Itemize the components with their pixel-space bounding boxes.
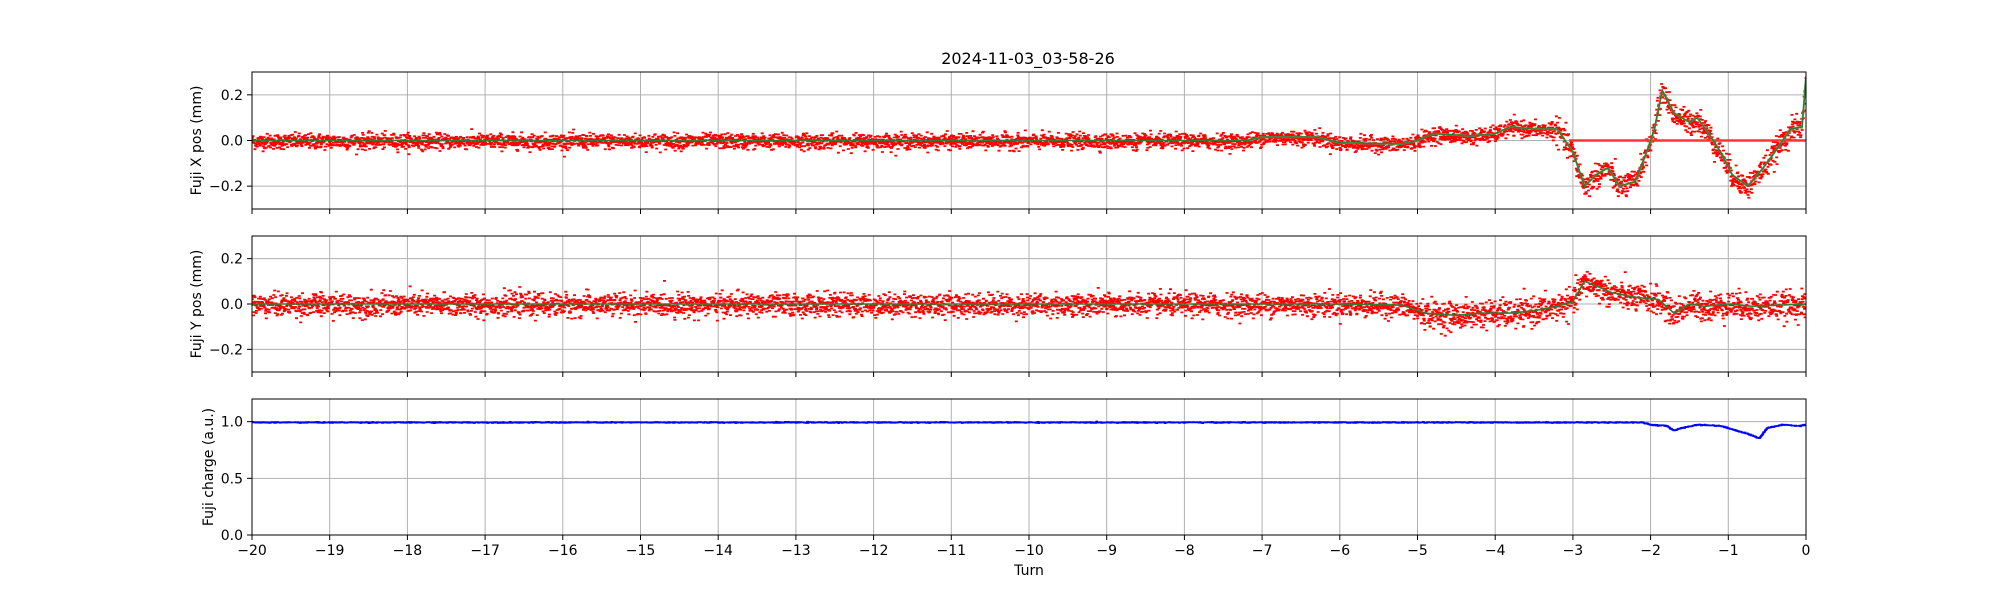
y-pos-plot-area xyxy=(252,270,1806,337)
charge-xtick-label: −4 xyxy=(1485,543,1506,559)
y-pos-panel: −0.2 0.0 0.2 Fuji Y pos (mm) xyxy=(189,235,1807,377)
charge-xtick-label: −12 xyxy=(859,543,889,559)
x-pos-ylabel: Fuji X pos (mm) xyxy=(189,86,205,196)
charge-ytick-label: 0.0 xyxy=(221,528,243,544)
charge-ytick-label: 0.5 xyxy=(221,471,243,487)
charge-plot-area xyxy=(252,420,1806,439)
charge-xtick-label: −9 xyxy=(1096,543,1117,559)
charge-xtick-label: −2 xyxy=(1640,543,1661,559)
charge-xtick-label: −1 xyxy=(1718,543,1739,559)
charge-xtick-label: −16 xyxy=(548,543,578,559)
charge-scatter-points xyxy=(252,420,1806,439)
y-pos-ylabel: Fuji Y pos (mm) xyxy=(189,250,205,359)
x-pos-scatter-points xyxy=(252,77,1806,199)
charge-ytick-label: 1.0 xyxy=(221,415,243,431)
charge-xtick-label: −5 xyxy=(1407,543,1428,559)
charge-xtick-label: −8 xyxy=(1174,543,1195,559)
charge-xtick-label: −15 xyxy=(626,543,656,559)
x-pos-smooth-line xyxy=(252,76,1806,188)
charge-grid xyxy=(251,399,1807,536)
y-pos-ytick-label: 0.0 xyxy=(221,297,243,313)
x-pos-ytick-label: −0.2 xyxy=(209,179,243,195)
charge-xtick-label: −17 xyxy=(470,543,500,559)
x-pos-ytick-label: 0.0 xyxy=(221,134,243,150)
charge-xtick-label: −18 xyxy=(393,543,423,559)
charge-xtick-label: −14 xyxy=(703,543,733,559)
charge-xtick-label: −10 xyxy=(1014,543,1044,559)
x-pos-ytick-label: 0.2 xyxy=(221,88,243,104)
figure-title: 2024-11-03_03-58-26 xyxy=(941,49,1115,69)
charge-xtick-label: −13 xyxy=(781,543,811,559)
y-pos-ytick-label: −0.2 xyxy=(209,342,243,358)
charge-panel: −20 −19 −18 −17 −16 −15 −14 −13 −12 −11 −10 −9 −8 −7−… xyxy=(201,398,1811,579)
charge-xtick-label: −6 xyxy=(1329,543,1350,559)
x-pos-panel: −0.2 0.0 0.2 Fuji X pos (mm) xyxy=(189,71,1807,214)
y-pos-ytick-label: 0.2 xyxy=(221,252,243,268)
y-pos-smooth-line xyxy=(252,280,1806,317)
charge-xtick-label: −20 xyxy=(237,543,267,559)
charge-xtick-label: −19 xyxy=(315,543,345,559)
charge-xtick-label: −3 xyxy=(1563,543,1584,559)
charge-ylabel: Fuji charge (a.u.) xyxy=(201,408,217,526)
charge-xtick-label: 0 xyxy=(1802,543,1811,559)
charge-xtick-label: −11 xyxy=(937,543,967,559)
charge-xlabel: Turn xyxy=(1013,563,1044,579)
charge-xtick-label: −7 xyxy=(1252,543,1273,559)
x-pos-plot-area xyxy=(252,76,1806,199)
